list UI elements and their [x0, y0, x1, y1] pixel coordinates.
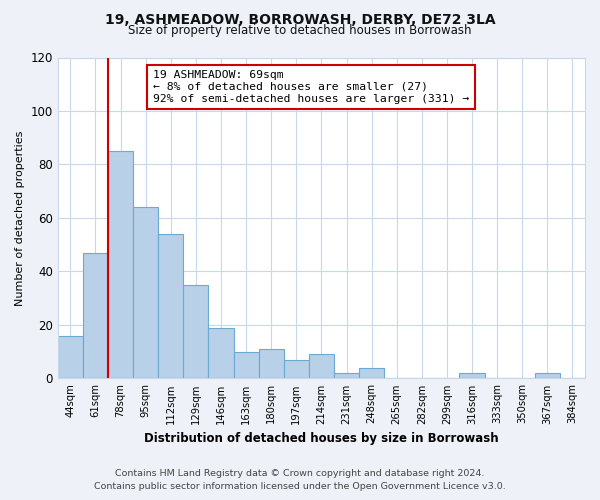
Y-axis label: Number of detached properties: Number of detached properties	[15, 130, 25, 306]
Bar	[108, 151, 133, 378]
Bar	[158, 234, 184, 378]
Bar	[58, 336, 83, 378]
Text: Size of property relative to detached houses in Borrowash: Size of property relative to detached ho…	[128, 24, 472, 37]
Text: Contains HM Land Registry data © Crown copyright and database right 2024.
Contai: Contains HM Land Registry data © Crown c…	[94, 470, 506, 491]
Bar	[535, 373, 560, 378]
Bar	[460, 373, 485, 378]
Bar	[83, 252, 108, 378]
Bar	[284, 360, 309, 378]
Bar	[184, 285, 208, 378]
Bar	[334, 373, 359, 378]
Bar	[208, 328, 233, 378]
Bar	[133, 208, 158, 378]
Bar	[233, 352, 259, 378]
Bar	[309, 354, 334, 378]
Bar	[259, 349, 284, 378]
Bar	[359, 368, 384, 378]
X-axis label: Distribution of detached houses by size in Borrowash: Distribution of detached houses by size …	[144, 432, 499, 445]
Text: 19, ASHMEADOW, BORROWASH, DERBY, DE72 3LA: 19, ASHMEADOW, BORROWASH, DERBY, DE72 3L…	[104, 12, 496, 26]
Text: 19 ASHMEADOW: 69sqm
← 8% of detached houses are smaller (27)
92% of semi-detache: 19 ASHMEADOW: 69sqm ← 8% of detached hou…	[152, 70, 469, 104]
